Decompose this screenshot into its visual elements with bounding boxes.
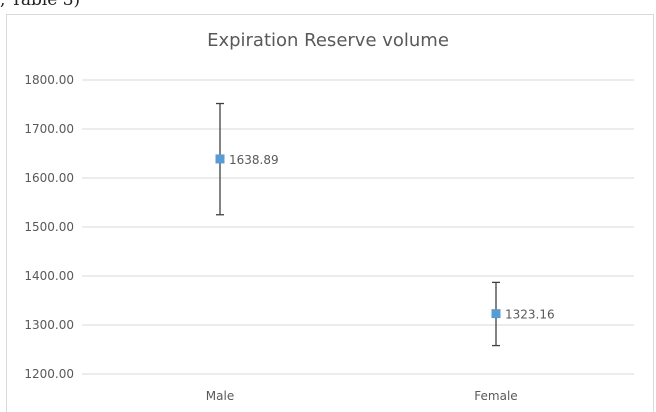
header-fragment: , Table 3) (0, 0, 81, 10)
y-tick-label-0: 1200.00 (24, 367, 74, 381)
data-label-male: 1638.89 (229, 153, 279, 167)
chart-title: Expiration Reserve volume (207, 30, 449, 51)
y-tick-label-2: 1400.00 (24, 269, 74, 283)
y-tick-label-6: 1800.00 (24, 73, 74, 87)
y-tick-label-5: 1700.00 (24, 122, 74, 136)
x-tick-label-male: Male (206, 389, 234, 403)
y-tick-label-1: 1300.00 (24, 318, 74, 332)
y-tick-label-4: 1600.00 (24, 171, 74, 185)
y-tick-label-3: 1500.00 (24, 220, 74, 234)
data-point-male (215, 154, 225, 164)
data-label-female: 1323.16 (505, 308, 555, 322)
data-point-female (491, 309, 501, 319)
x-tick-label-female: Female (474, 389, 517, 403)
